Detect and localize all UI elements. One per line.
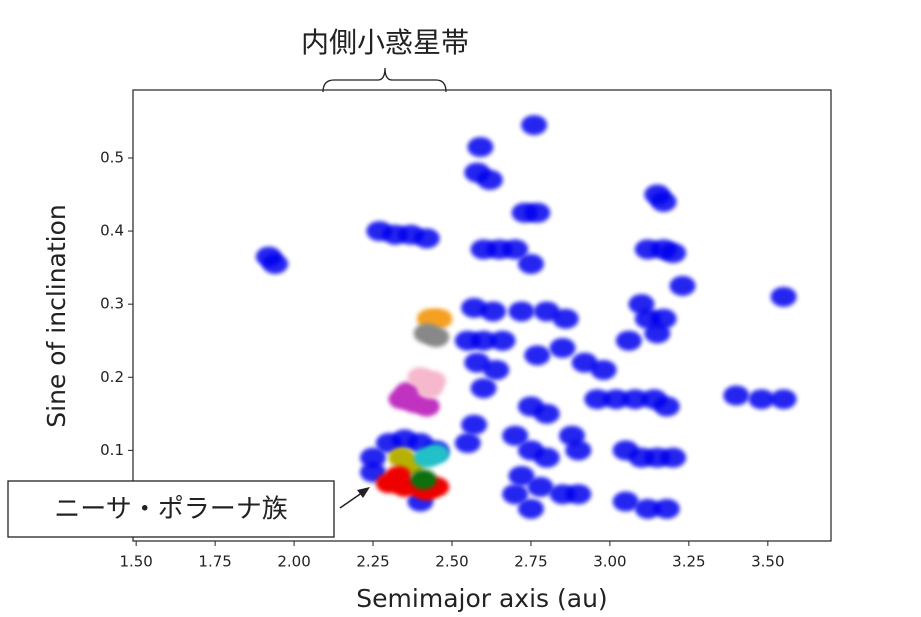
point [549, 338, 576, 359]
plot-area [255, 115, 797, 519]
point [508, 301, 535, 322]
point [612, 491, 639, 512]
point [426, 308, 453, 329]
brace [322, 67, 447, 93]
y-tick-label: 0.5 [100, 148, 124, 166]
x-tick-label: 2.00 [277, 553, 310, 571]
point [533, 403, 560, 424]
annotation: ニーサ・ポラーナ族 [54, 495, 287, 525]
point [413, 396, 440, 417]
point [467, 137, 494, 158]
point [480, 301, 507, 322]
point [634, 498, 661, 519]
point [360, 447, 387, 468]
point [615, 330, 642, 351]
point [660, 243, 687, 264]
point [603, 389, 630, 410]
point [660, 447, 687, 468]
point [502, 484, 529, 505]
y-tick-label: 0.2 [100, 368, 124, 386]
point [524, 345, 551, 366]
point [521, 115, 548, 136]
y-tick-label: 0.3 [100, 295, 124, 313]
point [565, 440, 592, 461]
point [653, 396, 680, 417]
y-tick-label: 0.4 [100, 222, 124, 240]
point [590, 359, 617, 380]
point [527, 476, 554, 497]
x-tick-label: 2.50 [435, 553, 468, 571]
point [476, 169, 503, 190]
point [748, 389, 775, 410]
point [533, 447, 560, 468]
plot-frame [132, 89, 832, 542]
x-tick-label: 2.25 [356, 553, 389, 571]
point [262, 253, 289, 274]
point [644, 323, 671, 344]
point [723, 385, 750, 406]
x-tick-label: 3.50 [751, 553, 784, 571]
x-tick-label: 1.50 [119, 553, 152, 571]
point [549, 484, 576, 505]
point [385, 465, 412, 486]
point [470, 330, 497, 351]
point [416, 378, 443, 399]
point [410, 469, 437, 490]
point [461, 414, 488, 435]
point [669, 275, 696, 296]
point [524, 202, 551, 223]
point [470, 378, 497, 399]
annotation-box [7, 480, 335, 538]
y-axis-label: Sine of inclination [42, 204, 71, 428]
point [650, 191, 677, 212]
x-tick-label: 2.75 [514, 553, 547, 571]
point [622, 389, 649, 410]
point [423, 444, 450, 465]
point [653, 498, 680, 519]
x-tick-label: 3.00 [593, 553, 626, 571]
point [508, 465, 535, 486]
arrow-head [357, 487, 370, 498]
annotation: 内側小惑星帯 [301, 26, 469, 59]
x-axis-label: Semimajor axis (au) [356, 584, 607, 613]
point [423, 327, 450, 348]
x-tick-label: 3.25 [672, 553, 705, 571]
point [394, 381, 421, 402]
point [770, 389, 797, 410]
point [454, 433, 481, 454]
point [502, 425, 529, 446]
point [584, 389, 611, 410]
point [628, 294, 655, 315]
point [517, 253, 544, 274]
point [552, 308, 579, 329]
point [502, 239, 529, 260]
x-tick-label: 1.75 [198, 553, 231, 571]
point [770, 286, 797, 307]
point [517, 498, 544, 519]
y-tick-label: 0.1 [100, 441, 124, 459]
point [483, 359, 510, 380]
point [413, 228, 440, 249]
point [489, 330, 516, 351]
